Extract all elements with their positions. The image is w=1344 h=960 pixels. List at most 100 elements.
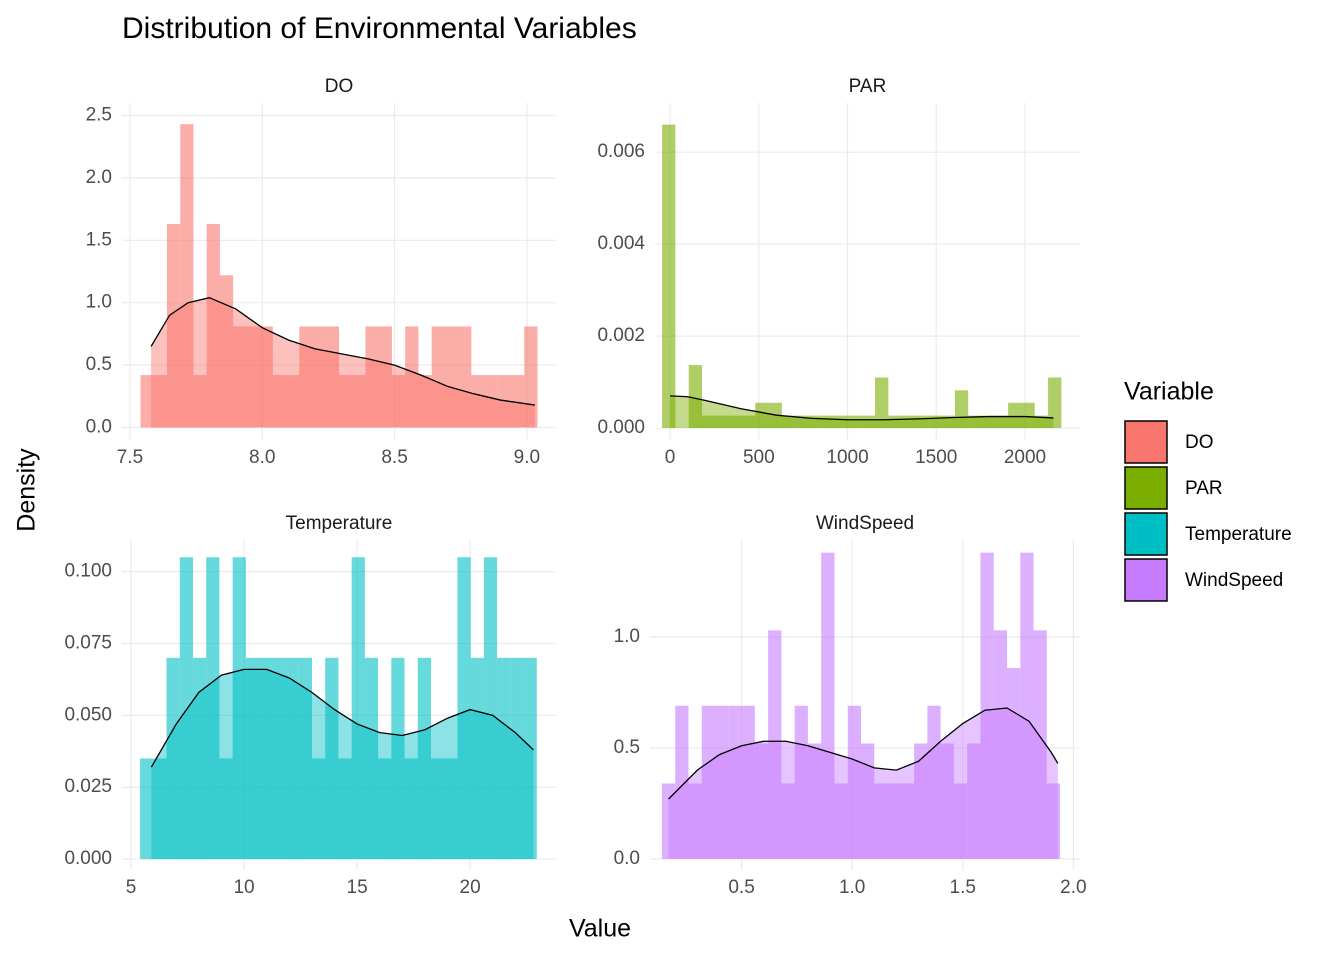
bar — [272, 375, 287, 428]
x-tick-label: 20 — [460, 877, 481, 898]
x-tick-label: 2000 — [1004, 447, 1046, 468]
x-tick-label: 5 — [126, 877, 137, 898]
y-tick-label: 0.0 — [614, 848, 640, 869]
bar — [246, 326, 260, 428]
y-tick-label: 1.5 — [86, 229, 112, 250]
bar — [954, 390, 969, 429]
facet-title: Temperature — [286, 513, 393, 534]
bar — [781, 415, 796, 429]
bar — [457, 557, 471, 860]
y-tick-label: 0.050 — [64, 704, 112, 725]
bar — [417, 657, 431, 860]
bar — [312, 326, 326, 428]
bar — [941, 415, 955, 429]
density-line — [670, 395, 1054, 421]
bar — [524, 326, 538, 428]
bar — [404, 758, 418, 860]
bar — [887, 783, 901, 859]
bar — [1046, 783, 1061, 859]
bar — [994, 415, 1009, 429]
bar — [418, 375, 432, 428]
bar — [206, 557, 220, 860]
bar — [352, 375, 366, 428]
legend-key — [1124, 420, 1168, 464]
bar — [339, 375, 353, 428]
bar — [953, 783, 968, 859]
density-area — [151, 669, 534, 860]
x-tick-label: 15 — [347, 877, 368, 898]
x-tick-label: 500 — [743, 447, 775, 468]
bar — [325, 657, 339, 860]
bar — [483, 557, 498, 860]
y-tick-label: 1.0 — [86, 292, 112, 313]
y-tick-label: 0.075 — [64, 632, 112, 653]
bar — [431, 326, 445, 428]
y-tick-label: 0.000 — [64, 848, 112, 869]
bar — [768, 630, 782, 859]
bar — [470, 657, 484, 860]
bar — [728, 705, 742, 859]
bar — [285, 657, 299, 860]
bar — [1021, 402, 1035, 429]
bar — [980, 552, 994, 859]
bar — [245, 657, 260, 860]
x-tick-label: 8.0 — [249, 447, 275, 468]
x-tick-label: 9.0 — [514, 447, 540, 468]
bar — [661, 783, 676, 859]
bar — [311, 758, 326, 860]
x-tick-label: 1000 — [826, 447, 868, 468]
density-area — [670, 395, 1054, 429]
x-axis-title: Value — [569, 915, 631, 943]
bar — [741, 415, 756, 429]
bar — [444, 758, 458, 860]
x-tick-label: 8.5 — [381, 447, 407, 468]
bar — [153, 758, 167, 860]
bar — [458, 326, 472, 428]
y-axis-title: Density — [13, 448, 41, 532]
bar — [232, 557, 246, 860]
y-tick-label: 0.025 — [64, 776, 112, 797]
x-tick-label: 1.0 — [839, 877, 865, 898]
bar — [993, 630, 1008, 859]
bar — [180, 124, 194, 428]
bar — [1008, 402, 1022, 429]
facet-title: WindSpeed — [816, 513, 914, 534]
bar — [140, 375, 154, 428]
bar — [981, 415, 995, 429]
bar — [497, 657, 511, 860]
bar — [834, 783, 848, 859]
bar — [754, 743, 769, 859]
bar — [967, 743, 981, 859]
bar — [378, 326, 392, 428]
y-tick-label: 0.006 — [597, 141, 645, 162]
bar — [728, 415, 742, 429]
bar — [662, 124, 676, 429]
bar — [166, 224, 181, 428]
y-tick-label: 0.0 — [86, 417, 112, 438]
density-line — [668, 707, 1059, 800]
bar — [430, 758, 445, 860]
bar — [847, 705, 862, 859]
bar — [365, 326, 379, 428]
y-tick-label: 0.004 — [597, 233, 645, 254]
bar — [233, 326, 247, 428]
legend-key — [1124, 558, 1168, 602]
bar — [510, 657, 524, 860]
bar — [1034, 415, 1049, 429]
bar — [364, 657, 379, 860]
density-line — [150, 297, 535, 406]
bar — [702, 415, 716, 429]
bar — [272, 657, 286, 860]
legend-key — [1124, 512, 1168, 556]
bar — [874, 783, 888, 859]
bar — [259, 657, 273, 860]
density-line — [150, 668, 534, 768]
bar — [861, 415, 876, 429]
bar — [511, 375, 525, 428]
bar — [391, 657, 405, 860]
y-tick-label: 1.0 — [614, 626, 640, 647]
legend-label: DO — [1185, 432, 1214, 453]
density-area — [151, 297, 535, 428]
legend-label: PAR — [1185, 478, 1223, 499]
